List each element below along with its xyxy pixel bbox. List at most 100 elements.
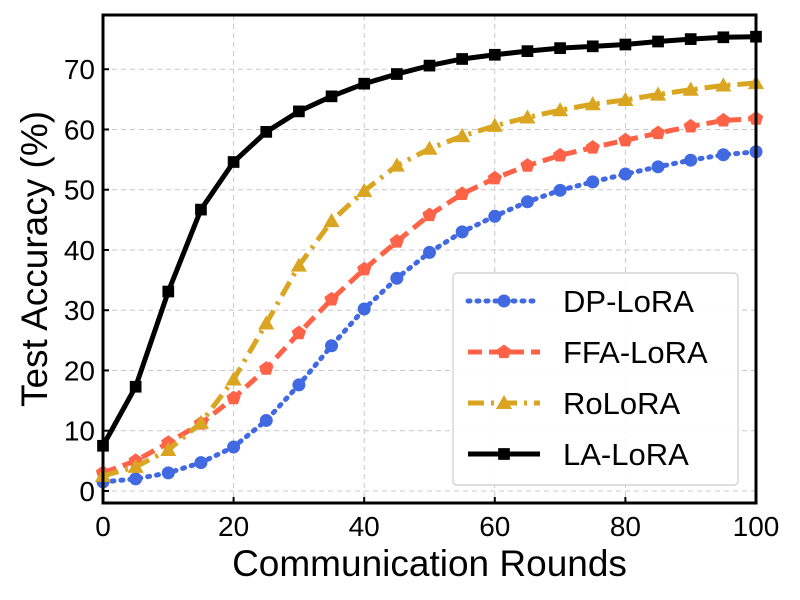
x-axis-label: Communication Rounds — [232, 543, 627, 584]
data-point-rolora — [519, 109, 536, 124]
data-point-dp-lora — [227, 440, 241, 454]
data-point-rolora — [225, 371, 242, 386]
data-point-dp-lora — [618, 167, 632, 181]
data-point-dp-lora — [259, 413, 273, 427]
data-point-rolora — [160, 441, 177, 457]
data-point-la-lora — [717, 31, 730, 44]
x-tick-label: 0 — [95, 511, 111, 542]
y-tick-label: 50 — [64, 175, 95, 206]
legend-marker-rolora — [495, 394, 513, 410]
data-point-rolora — [454, 128, 471, 143]
data-point-ffa-lora — [389, 233, 405, 248]
legend-label-dp-lora: DP-LoRA — [563, 284, 694, 319]
legend: DP-LoRA FFA-LoRA RoLoRA LA-LoRA — [452, 272, 739, 486]
data-point-dp-lora — [586, 175, 600, 189]
y-tick-label: 30 — [64, 295, 95, 326]
data-point-la-lora — [162, 285, 175, 298]
data-point-dp-lora — [455, 225, 469, 239]
data-point-rolora — [192, 414, 210, 429]
legend-label-ffa-lora: FFA-LoRA — [563, 335, 708, 370]
data-point-ffa-lora — [520, 158, 535, 172]
data-point-rolora — [486, 117, 503, 132]
legend-box — [452, 272, 739, 486]
legend-label-la-lora: LA-LoRA — [563, 437, 689, 472]
data-point-dp-lora — [390, 271, 404, 285]
x-tick-label: 80 — [610, 511, 641, 542]
data-point-ffa-lora — [291, 325, 307, 340]
data-point-ffa-lora — [324, 291, 339, 306]
data-point-ffa-lora — [585, 140, 600, 154]
data-point-rolora — [421, 140, 438, 155]
data-point-ffa-lora — [487, 170, 502, 185]
data-point-ffa-lora — [226, 390, 241, 405]
data-point-la-lora — [521, 45, 534, 57]
data-point-dp-lora — [357, 302, 371, 316]
data-point-ffa-lora — [618, 132, 633, 147]
data-point-la-lora — [227, 156, 240, 168]
x-tick-label: 20 — [218, 511, 249, 542]
series-ffa-lora — [95, 111, 764, 479]
data-point-dp-lora — [423, 245, 436, 259]
data-point-la-lora — [195, 203, 207, 216]
data-point-la-lora — [325, 90, 338, 103]
series-rolora — [94, 75, 765, 482]
data-point-rolora — [356, 182, 373, 197]
data-point-dp-lora — [716, 148, 730, 162]
data-point-ffa-lora — [422, 207, 437, 222]
y-tick-label: 20 — [64, 355, 95, 386]
data-point-dp-lora — [651, 160, 665, 174]
data-point-la-lora — [586, 40, 599, 53]
data-point-rolora — [649, 86, 667, 101]
data-point-la-lora — [554, 42, 566, 54]
data-point-ffa-lora — [650, 125, 666, 140]
data-point-dp-lora — [292, 378, 306, 392]
data-point-la-lora — [293, 105, 305, 118]
axis-ticks: 0 20 40 60 80 100 0 10 20 30 40 50 60 70 — [64, 54, 780, 542]
data-point-dp-lora — [553, 183, 567, 197]
data-point-la-lora — [619, 38, 632, 51]
data-point-dp-lora — [161, 466, 175, 480]
data-point-dp-lora — [129, 472, 143, 486]
data-point-rolora — [584, 96, 601, 111]
data-point-la-lora — [260, 126, 273, 138]
data-point-la-lora — [129, 380, 142, 393]
data-point-dp-lora — [520, 195, 534, 209]
data-point-la-lora — [684, 33, 697, 45]
data-point-la-lora — [488, 48, 501, 61]
data-point-rolora — [682, 81, 699, 96]
data-point-rolora — [617, 91, 634, 106]
y-axis-label: Test Accuracy (%) — [14, 111, 55, 407]
legend-label-rolora: RoLoRA — [563, 386, 680, 421]
data-point-dp-lora — [684, 153, 698, 167]
y-tick-label: 70 — [64, 54, 95, 85]
data-point-ffa-lora — [259, 361, 274, 375]
data-point-dp-lora — [194, 456, 208, 470]
data-point-dp-lora — [325, 339, 339, 353]
x-tick-label: 100 — [733, 511, 780, 542]
data-point-ffa-lora — [357, 261, 372, 276]
data-point-la-lora — [391, 68, 403, 80]
data-point-ffa-lora — [552, 147, 568, 162]
data-point-la-lora — [423, 59, 436, 72]
y-tick-label: 0 — [79, 476, 95, 507]
data-point-rolora — [290, 257, 307, 272]
data-point-rolora — [552, 102, 569, 117]
x-tick-label: 40 — [349, 511, 380, 542]
plot-frame — [101, 13, 758, 505]
data-point-ffa-lora — [683, 118, 698, 133]
data-point-rolora — [715, 77, 732, 92]
data-point-la-lora — [652, 35, 664, 48]
data-point-rolora — [388, 157, 405, 172]
data-point-ffa-lora — [716, 112, 731, 127]
legend-marker-ffa-lora — [496, 344, 512, 359]
series-line-ffa-lora — [102, 116, 757, 476]
y-tick-label: 10 — [64, 416, 95, 447]
data-point-rolora — [323, 212, 340, 228]
x-tick-label: 60 — [479, 511, 510, 542]
data-point-rolora — [127, 458, 144, 473]
data-point-la-lora — [358, 77, 371, 90]
y-tick-label: 40 — [64, 235, 95, 266]
series-dp-lora — [96, 145, 763, 489]
legend-marker-dp-lora — [497, 294, 511, 308]
